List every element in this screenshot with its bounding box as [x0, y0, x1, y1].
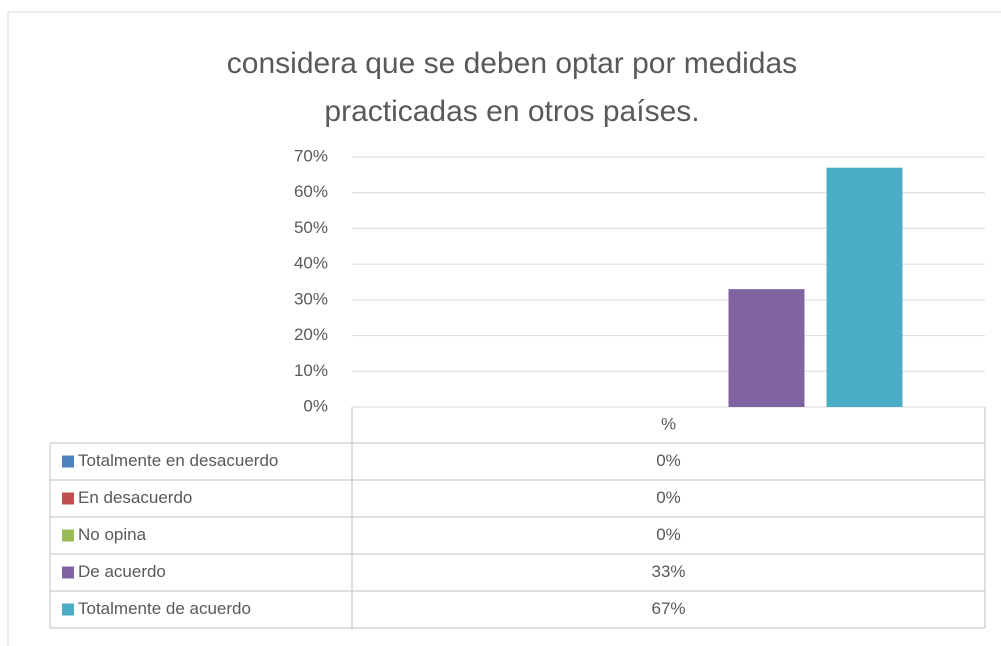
- y-tick-label: 10%: [294, 361, 328, 380]
- y-tick-label: 50%: [294, 218, 328, 237]
- legend-label: Totalmente en desacuerdo: [78, 451, 278, 470]
- bar: [826, 167, 903, 407]
- y-tick-label: 30%: [294, 289, 328, 308]
- legend-swatch: [62, 455, 74, 468]
- x-tick-label: %: [661, 414, 676, 433]
- legend-swatch: [62, 603, 74, 616]
- data-label: 67%: [651, 599, 685, 618]
- legend-label: En desacuerdo: [78, 488, 192, 507]
- chart-frame: [7, 11, 1001, 646]
- legend-label: Totalmente de acuerdo: [78, 599, 251, 618]
- chart-title: considera que se deben optar por medidas…: [226, 47, 798, 128]
- legend-swatch: [62, 492, 74, 505]
- y-tick-label: 40%: [294, 254, 328, 273]
- data-label: 0%: [656, 451, 681, 470]
- y-tick-label: 20%: [294, 325, 328, 344]
- y-tick-label: 70%: [294, 146, 328, 165]
- legend-swatch: [62, 529, 74, 542]
- legend-label: No opina: [78, 525, 147, 544]
- data-label: 33%: [651, 562, 685, 581]
- legend-label: De acuerdo: [78, 562, 166, 581]
- data-label: 0%: [656, 488, 681, 507]
- bar: [728, 289, 805, 407]
- legend-swatch: [62, 566, 74, 579]
- data-label: 0%: [656, 525, 681, 544]
- y-tick-label: 60%: [294, 182, 328, 201]
- y-tick-label: 0%: [303, 396, 328, 415]
